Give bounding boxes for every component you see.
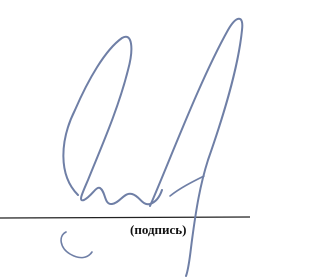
signature-drawing	[0, 0, 250, 279]
signature-block: (подпись)	[0, 0, 250, 279]
signature-line	[0, 217, 250, 218]
signature-caption: (подпись)	[130, 222, 186, 238]
signature-stroke	[61, 232, 92, 258]
signature-stroke	[63, 37, 162, 205]
